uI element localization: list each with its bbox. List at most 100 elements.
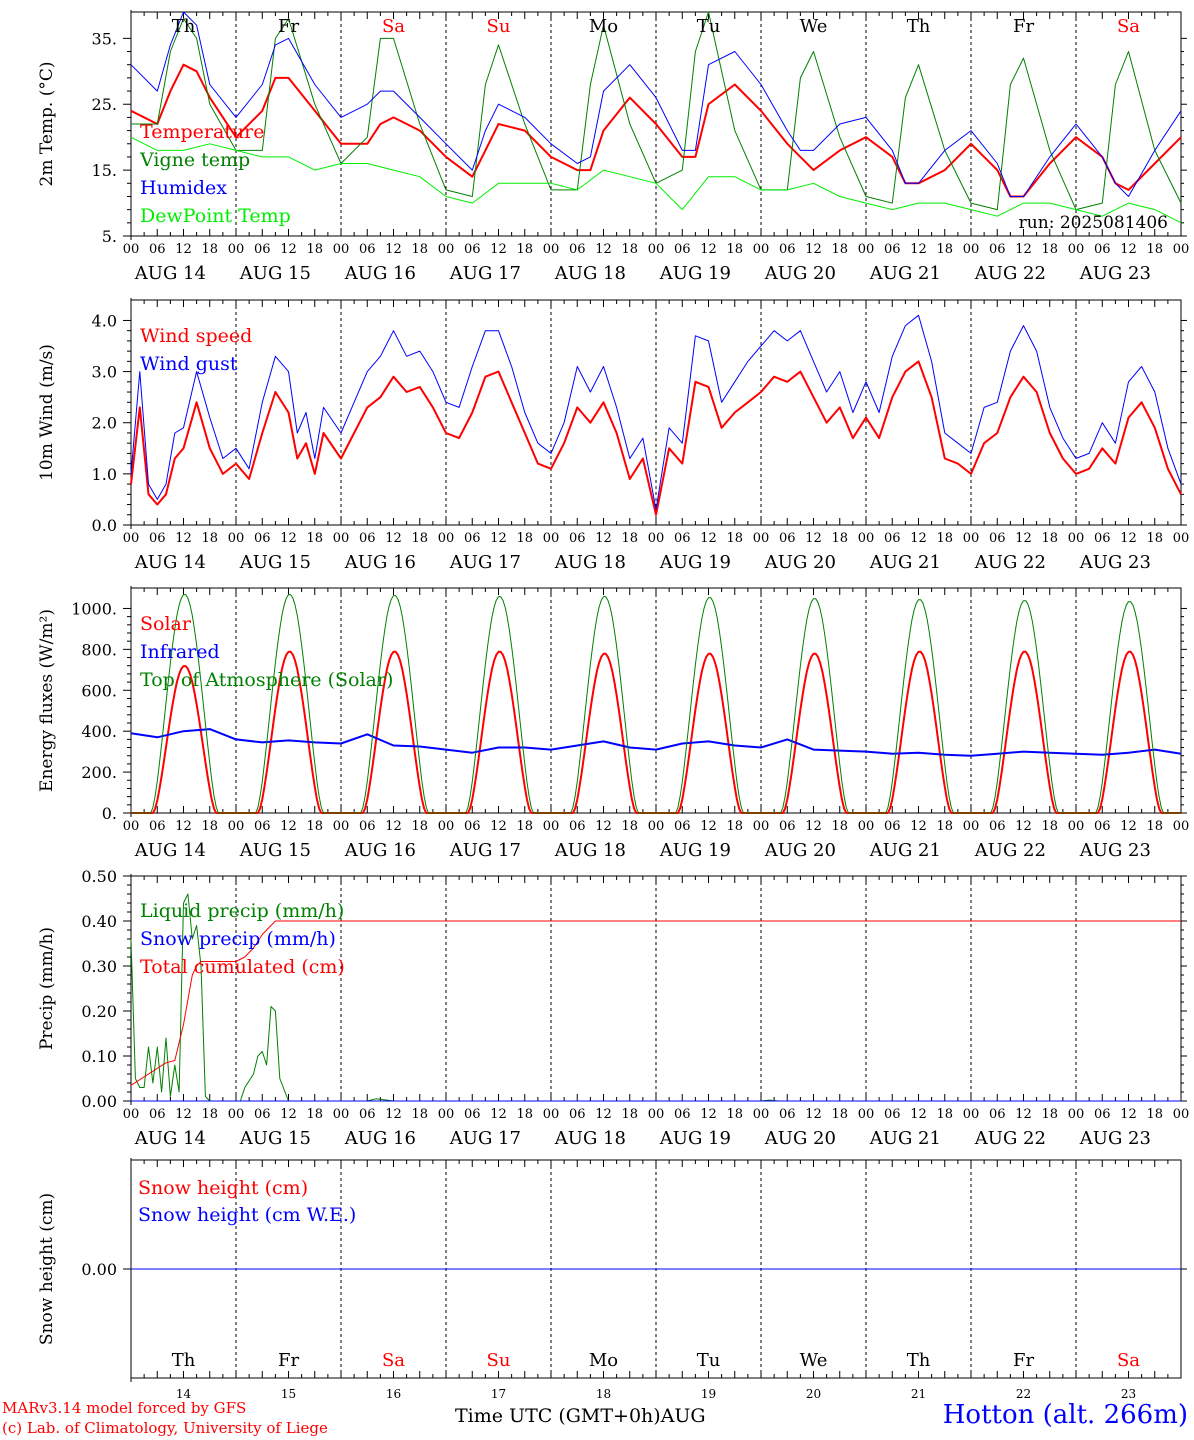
hour-tick-label: 06	[464, 531, 481, 546]
weekday-label: Sa	[1117, 16, 1140, 37]
y-axis-title: 2m Temp. (°C)	[37, 61, 57, 186]
hour-tick-label: 00	[858, 242, 875, 257]
date-label: AUG 19	[659, 840, 731, 861]
hour-tick-label: 12	[1120, 531, 1137, 546]
hour-tick-label: 18	[306, 1107, 323, 1122]
hour-tick-label: 00	[333, 242, 350, 257]
y-tick-label: 1.0	[92, 465, 117, 484]
hour-tick-label: 18	[621, 242, 638, 257]
date-label: AUG 18	[554, 263, 626, 284]
day-number-label: 23	[1121, 1387, 1136, 1401]
hour-tick-label: 12	[490, 819, 507, 834]
y-tick-label: 0.50	[81, 867, 117, 886]
hour-tick-label: 00	[1173, 531, 1190, 546]
hour-tick-label: 06	[359, 819, 376, 834]
panel-3: 0. 200. 400. 600. 800. 1000. Energy fluxes (W/…	[37, 586, 1189, 861]
hour-tick-label: 06	[359, 1107, 376, 1122]
hour-tick-label: 00	[123, 1107, 140, 1122]
hour-tick-label: 18	[306, 242, 323, 257]
hour-tick-label: 00	[963, 819, 980, 834]
hour-tick-label: 00	[1173, 1107, 1190, 1122]
date-label: AUG 16	[344, 840, 416, 861]
hour-tick-label: 00	[858, 819, 875, 834]
hour-tick-label: 12	[700, 1107, 717, 1122]
day-number-label: 20	[806, 1387, 821, 1401]
legend-entry: Total cumulated (cm)	[140, 956, 345, 978]
hour-tick-label: 00	[228, 242, 245, 257]
hour-tick-label: 00	[1173, 819, 1190, 834]
hour-tick-label: 00	[1068, 819, 1085, 834]
date-label: AUG 15	[239, 552, 311, 573]
hour-tick-label: 06	[674, 1107, 691, 1122]
y-tick-label: 1000.	[71, 599, 117, 618]
hour-tick-label: 00	[753, 819, 770, 834]
hour-tick-label: 00	[228, 819, 245, 834]
date-label: AUG 23	[1079, 1128, 1151, 1149]
hour-tick-label: 00	[123, 242, 140, 257]
hour-tick-label: 18	[726, 819, 743, 834]
hour-tick-label: 12	[595, 819, 612, 834]
hour-tick-label: 06	[254, 531, 271, 546]
hour-tick-label: 00	[543, 1107, 560, 1122]
hour-tick-label: 18	[201, 531, 218, 546]
hour-tick-label: 12	[805, 1107, 822, 1122]
hour-tick-label: 06	[254, 1107, 271, 1122]
y-tick-label: 25.	[92, 95, 117, 114]
y-tick-label: 15.	[92, 161, 117, 180]
legend-entry: Snow height (cm)	[138, 1177, 308, 1199]
hour-tick-label: 00	[228, 1107, 245, 1122]
date-label: AUG 18	[554, 552, 626, 573]
hour-tick-label: 18	[516, 1107, 533, 1122]
hour-tick-label: 06	[569, 819, 586, 834]
series-line-wind-speed	[130, 360, 1182, 516]
x-axis-title: Time UTC (GMT+0h)AUG	[455, 1405, 706, 1427]
weekday-label: Tu	[697, 16, 721, 37]
hour-tick-label: 12	[910, 1107, 927, 1122]
panel-4: 0.00 0.10 0.20 0.30 0.40 0.50 Precip (mm/h) Liq…	[37, 867, 1189, 1149]
legend-entry: Top of Atmosphere (Solar)	[140, 669, 393, 691]
series-line-temperature	[130, 63, 1182, 198]
run-annotation: run: 2025081406	[1019, 213, 1168, 233]
hour-tick-label: 06	[779, 242, 796, 257]
station-name: Hotton (alt. 266m)	[942, 1400, 1188, 1430]
hour-tick-label: 00	[648, 1107, 665, 1122]
y-tick-label: 200.	[81, 763, 117, 782]
hour-tick-label: 00	[963, 531, 980, 546]
hour-tick-label: 00	[648, 242, 665, 257]
hour-tick-label: 18	[411, 819, 428, 834]
hour-tick-label: 18	[516, 242, 533, 257]
hour-tick-label: 06	[989, 1107, 1006, 1122]
hour-tick-label: 00	[123, 819, 140, 834]
hour-tick-label: 00	[753, 1107, 770, 1122]
date-label: AUG 22	[974, 1128, 1046, 1149]
date-label: AUG 21	[869, 1128, 941, 1149]
y-tick-label: 0.30	[81, 957, 117, 976]
hour-tick-label: 00	[963, 1107, 980, 1122]
date-label: AUG 14	[134, 840, 206, 861]
legend-entry: Humidex	[140, 177, 227, 199]
date-label: AUG 16	[344, 1128, 416, 1149]
hour-tick-label: 12	[595, 531, 612, 546]
weekday-label: Fr	[1013, 16, 1034, 37]
hour-tick-label: 18	[726, 1107, 743, 1122]
hour-tick-label: 06	[359, 242, 376, 257]
y-tick-label: 0.10	[81, 1047, 117, 1066]
weekday-label: Mo	[589, 1350, 618, 1371]
hour-tick-label: 18	[726, 242, 743, 257]
series-line-vigne-temp	[131, 11, 1182, 211]
date-label: AUG 21	[869, 552, 941, 573]
hour-tick-label: 12	[910, 531, 927, 546]
hour-tick-label: 18	[1146, 531, 1163, 546]
hour-tick-label: 12	[1015, 819, 1032, 834]
series-line-wind-gust	[130, 314, 1182, 511]
weekday-label: Tu	[697, 1350, 721, 1371]
day-number-label: 15	[281, 1387, 296, 1401]
hour-tick-label: 18	[621, 1107, 638, 1122]
hour-tick-label: 12	[385, 242, 402, 257]
hour-tick-label: 12	[385, 1107, 402, 1122]
hour-tick-label: 18	[201, 242, 218, 257]
hour-tick-label: 12	[700, 819, 717, 834]
model-credit: MARv3.14 model forced by GFS	[2, 1399, 247, 1417]
hour-tick-label: 12	[1015, 531, 1032, 546]
